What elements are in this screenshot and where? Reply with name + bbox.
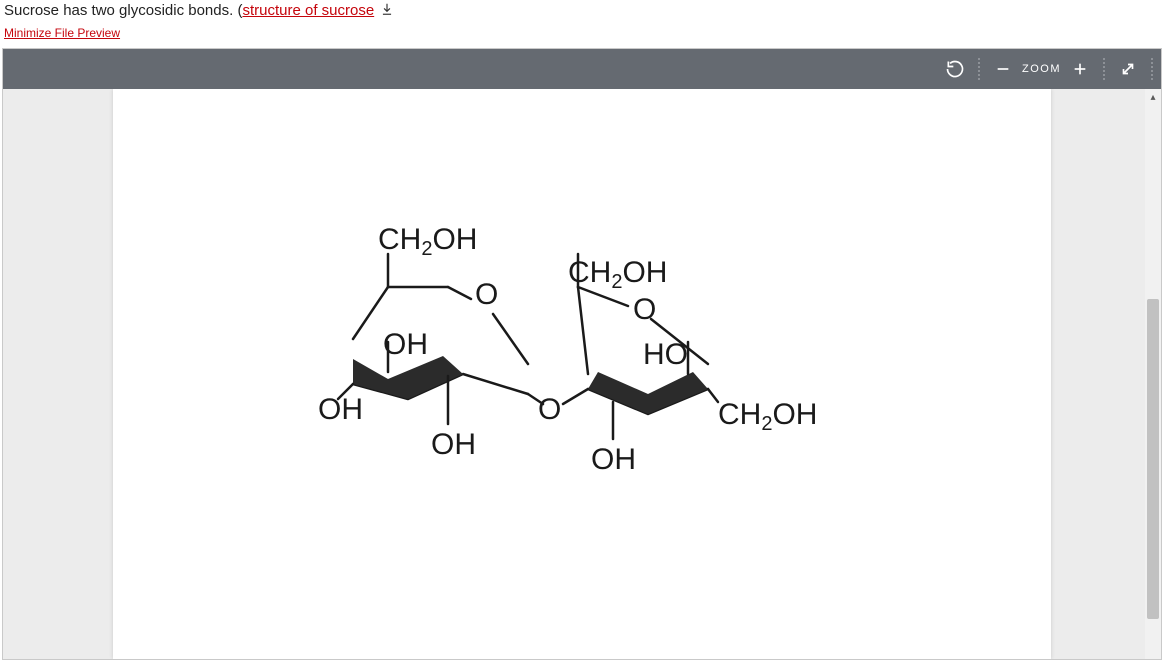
scroll-up-arrow[interactable]: ▴ (1145, 89, 1161, 105)
toolbar-separator (1103, 58, 1105, 80)
label-left-upper-oh: OH (383, 328, 428, 361)
fullscreen-button[interactable] (1113, 54, 1143, 84)
label-left-ring-o: O (475, 278, 498, 311)
preview-content: CH2OH O OH OH OH O CH2OH O HO CH2OH OH ▴ (3, 89, 1161, 659)
zoom-label: ZOOM (1018, 63, 1065, 75)
preview-page: CH2OH O OH OH OH O CH2OH O HO CH2OH OH (113, 89, 1051, 659)
question-statement: Sucrose has two glycosidic bonds. (struc… (4, 2, 1164, 20)
scrollbar-thumb[interactable] (1147, 299, 1159, 619)
toolbar-separator (1151, 58, 1153, 80)
label-right-bottom-oh: OH (591, 443, 636, 476)
download-icon[interactable] (380, 2, 394, 20)
label-bridge-o: O (538, 393, 561, 426)
file-preview-viewer: ZOOM (2, 48, 1162, 660)
label-right-ring-o: O (633, 293, 656, 326)
zoom-out-button[interactable] (988, 54, 1018, 84)
zoom-in-button[interactable] (1065, 54, 1095, 84)
rotate-button[interactable] (940, 54, 970, 84)
toolbar-separator (978, 58, 980, 80)
structure-link[interactable]: structure of sucrose (242, 2, 374, 19)
minimize-preview-link[interactable]: Minimize File Preview (4, 26, 120, 40)
sucrose-structure-diagram: CH2OH O OH OH OH O CH2OH O HO CH2OH OH (313, 224, 843, 504)
vertical-scrollbar[interactable]: ▴ (1145, 89, 1161, 659)
label-right-ho: HO (643, 338, 688, 371)
label-right-ch2oh-2: CH2OH (718, 398, 817, 435)
statement-text: Sucrose has two glycosidic bonds. ( (4, 2, 242, 19)
label-left-bottom-oh: OH (431, 428, 476, 461)
preview-toolbar: ZOOM (3, 49, 1161, 89)
label-left-ch2oh: CH2OH (378, 224, 477, 260)
label-right-ch2oh: CH2OH (568, 256, 667, 293)
label-left-oh: OH (318, 393, 363, 426)
